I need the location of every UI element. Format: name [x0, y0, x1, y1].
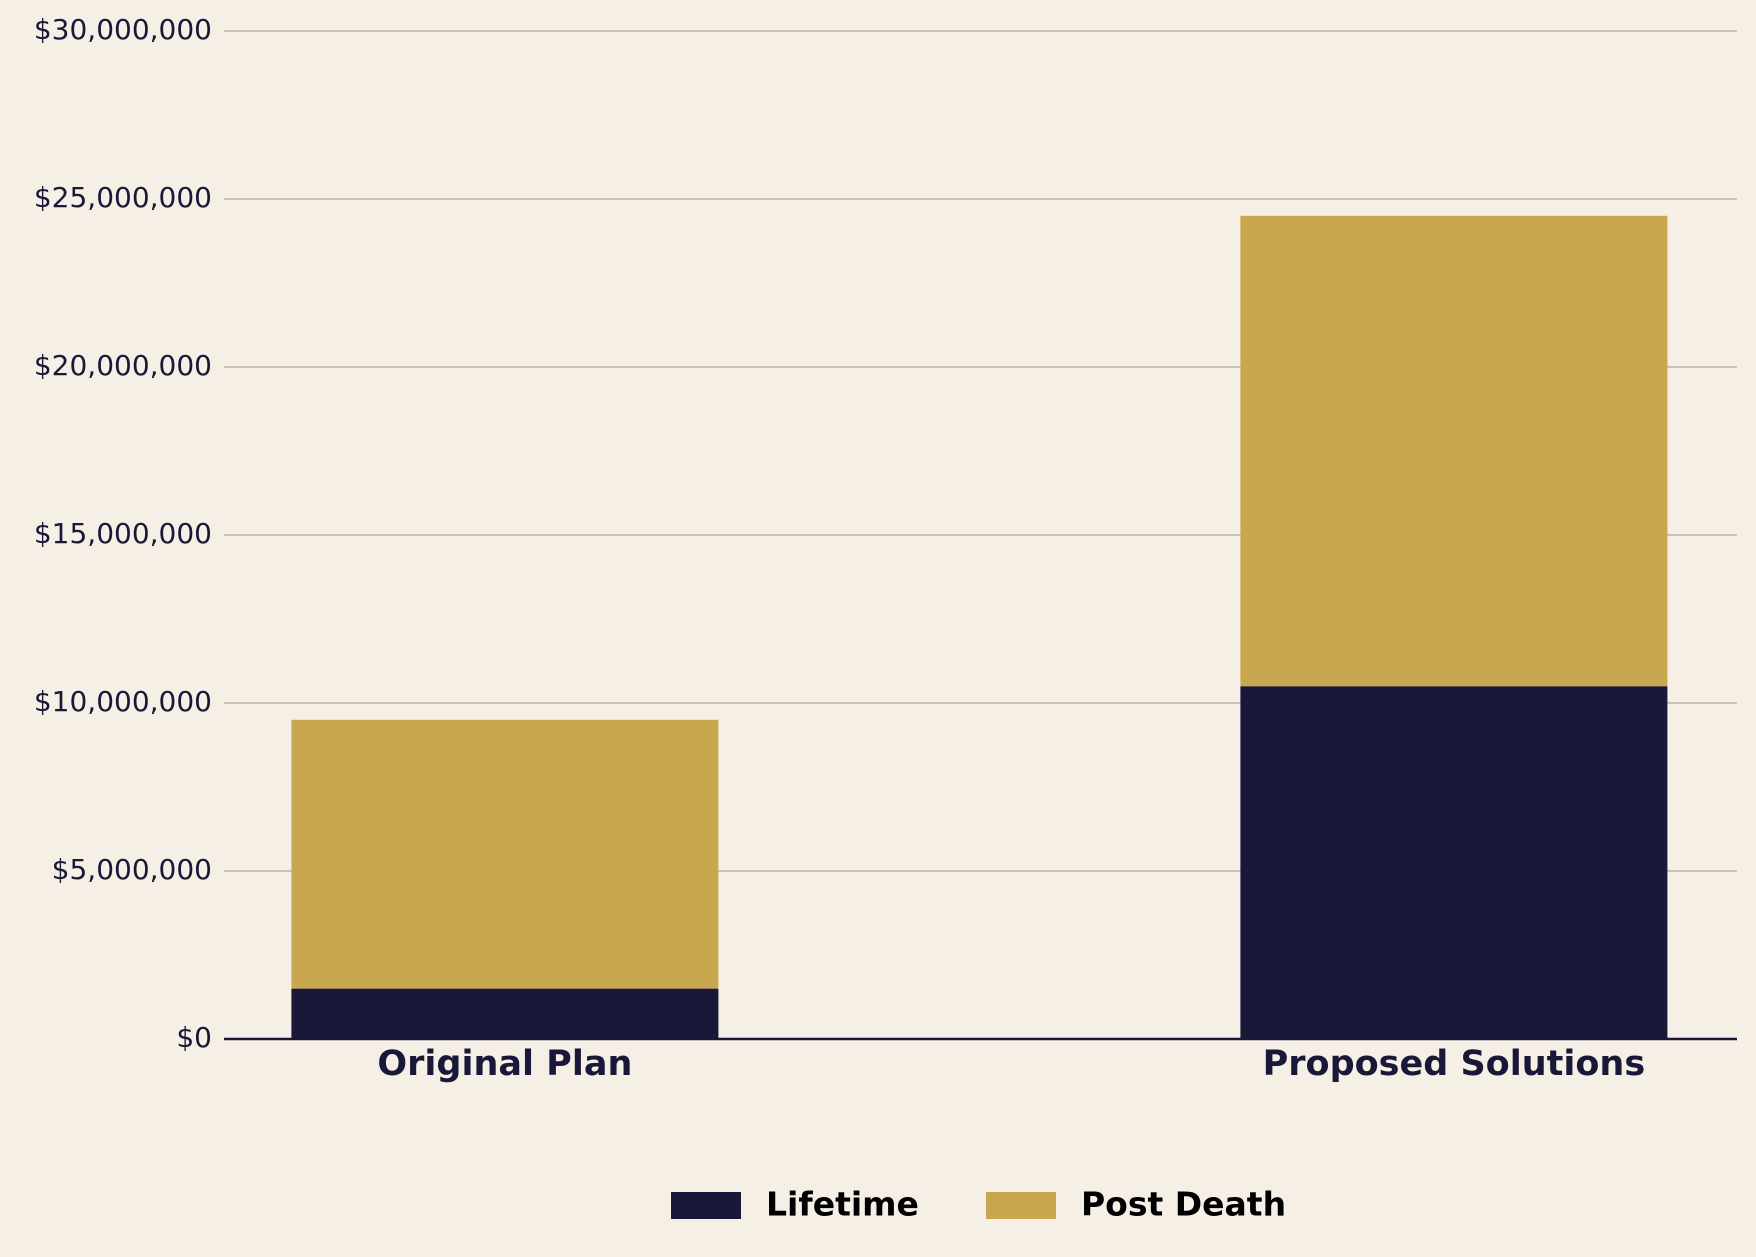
y-tick-label: $15,000,000 [34, 517, 212, 550]
y-tick-label: $25,000,000 [34, 181, 212, 214]
bar-segment [291, 719, 719, 989]
y-tick-label: $30,000,000 [34, 13, 212, 46]
bar-segment [1240, 215, 1668, 687]
legend-swatch [986, 1192, 1056, 1219]
legend-label: Post Death [1081, 1185, 1286, 1224]
x-tick-label: Proposed Solutions [1263, 1044, 1646, 1084]
x-tick-label: Original Plan [377, 1044, 632, 1084]
bar-segment [1240, 686, 1668, 1039]
y-tick-label: $10,000,000 [34, 685, 212, 718]
legend-swatch [671, 1192, 741, 1219]
y-tick-label: $20,000,000 [34, 349, 212, 382]
bar-segment [291, 988, 719, 1039]
y-tick-label: $5,000,000 [52, 853, 212, 886]
legend-label: Lifetime [766, 1185, 919, 1224]
y-tick-label: $0 [176, 1021, 212, 1054]
